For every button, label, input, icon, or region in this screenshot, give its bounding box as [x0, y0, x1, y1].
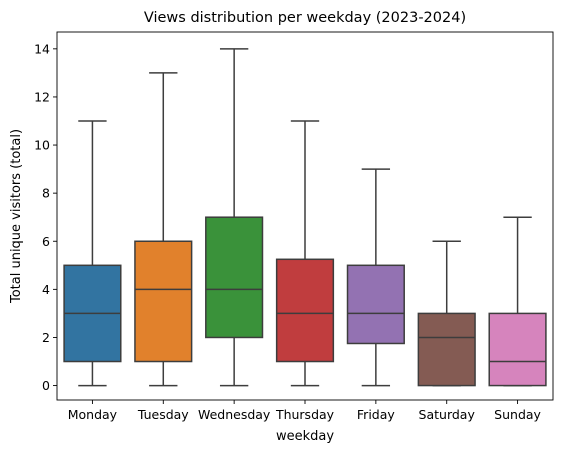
- y-tick-label: 10: [34, 138, 50, 153]
- box-group-thursday: [275, 120, 335, 387]
- x-axis-label: weekday: [276, 429, 334, 444]
- box-group-saturday: [417, 240, 476, 387]
- y-axis: 0 2 4 6 8 10 12 14: [34, 41, 57, 393]
- y-tick-label: 14: [34, 41, 50, 56]
- box-friday: [346, 264, 405, 345]
- x-tick-label: Monday: [68, 407, 118, 422]
- plot-area: [63, 48, 547, 387]
- y-tick-label: 0: [42, 378, 50, 393]
- x-tick-label: Thursday: [275, 407, 335, 422]
- x-tick-label: Saturday: [419, 407, 476, 422]
- x-tick-label: Sunday: [494, 407, 541, 422]
- box-wednesday: [205, 216, 264, 339]
- x-tick-label: Friday: [357, 407, 395, 422]
- box-group-tuesday: [134, 72, 193, 387]
- box-sunday: [488, 312, 547, 387]
- box-group-sunday: [488, 216, 547, 387]
- y-tick-label: 8: [42, 186, 50, 201]
- box-group-friday: [346, 168, 405, 387]
- x-axis: Monday Tuesday Wednesday Thursday Friday Satu…: [68, 400, 542, 422]
- x-tick-label: Tuesday: [137, 407, 189, 422]
- box-thursday: [275, 258, 335, 363]
- box-group-monday: [63, 120, 122, 387]
- chart-title: Views distribution per weekday (2023-202…: [144, 10, 466, 26]
- y-tick-label: 4: [42, 282, 50, 297]
- box-group-wednesday: [205, 48, 264, 387]
- y-axis-label: Total unique visitors (total): [9, 129, 24, 304]
- y-tick-label: 12: [34, 89, 50, 104]
- x-tick-label: Wednesday: [198, 407, 271, 422]
- box-saturday: [417, 312, 476, 387]
- y-tick-label: 6: [42, 234, 50, 249]
- y-tick-label: 2: [42, 330, 50, 345]
- box-tuesday: [134, 240, 193, 363]
